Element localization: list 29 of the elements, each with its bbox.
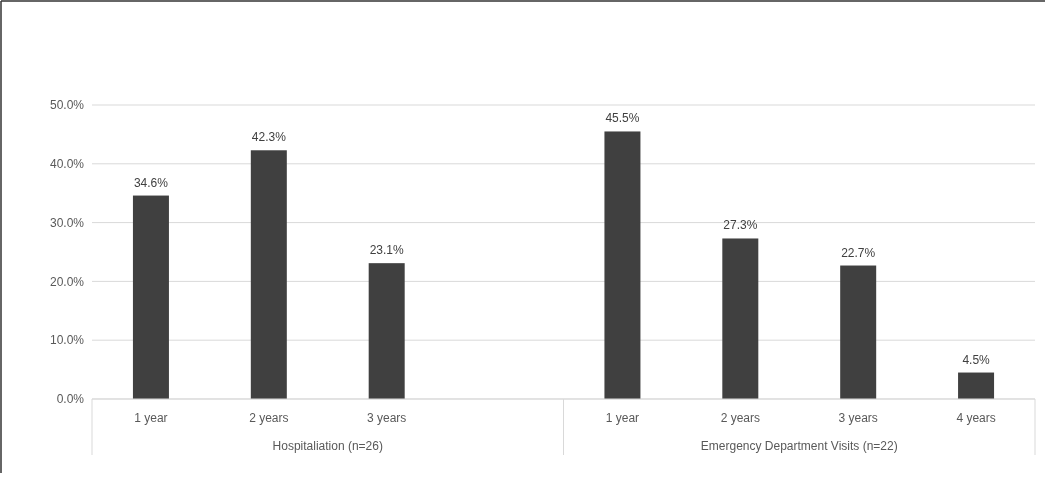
y-tick-label: 10.0% — [49, 333, 85, 348]
data-label: 27.3% — [723, 218, 758, 233]
data-label: 45.5% — [605, 111, 640, 126]
data-label: 22.7% — [841, 245, 876, 260]
data-label: 4.5% — [962, 352, 991, 367]
bar — [840, 265, 877, 399]
x-tick-label: 1 year — [605, 411, 640, 425]
bar — [958, 372, 995, 399]
data-label: 23.1% — [369, 243, 405, 258]
bar — [368, 263, 405, 399]
x-tick-label: 4 years — [956, 411, 996, 425]
bar — [604, 131, 641, 399]
x-tick-label: 3 years — [838, 411, 878, 425]
y-tick-label: 40.0% — [49, 157, 85, 171]
text: Hospitaliation (n=26) — [272, 439, 383, 453]
bar — [250, 150, 287, 399]
x-tick-label: 1 year — [134, 411, 168, 425]
x-tick-label: 2 years — [249, 411, 289, 425]
data-label: 34.6% — [133, 175, 169, 190]
y-tick-label: 30.0% — [49, 215, 85, 230]
text: Emergency Department Visits (n=22) — [700, 439, 898, 453]
y-tick-label: 20.0% — [49, 274, 85, 289]
x-tick-label: 2 years — [720, 411, 760, 425]
bar — [132, 195, 169, 399]
y-tick-label: 0.0% — [56, 392, 85, 407]
data-label: 42.3% — [251, 130, 287, 145]
bar — [722, 238, 759, 399]
x-tick-label: 3 years — [367, 411, 407, 425]
y-tick-label: 50.0% — [49, 98, 85, 113]
